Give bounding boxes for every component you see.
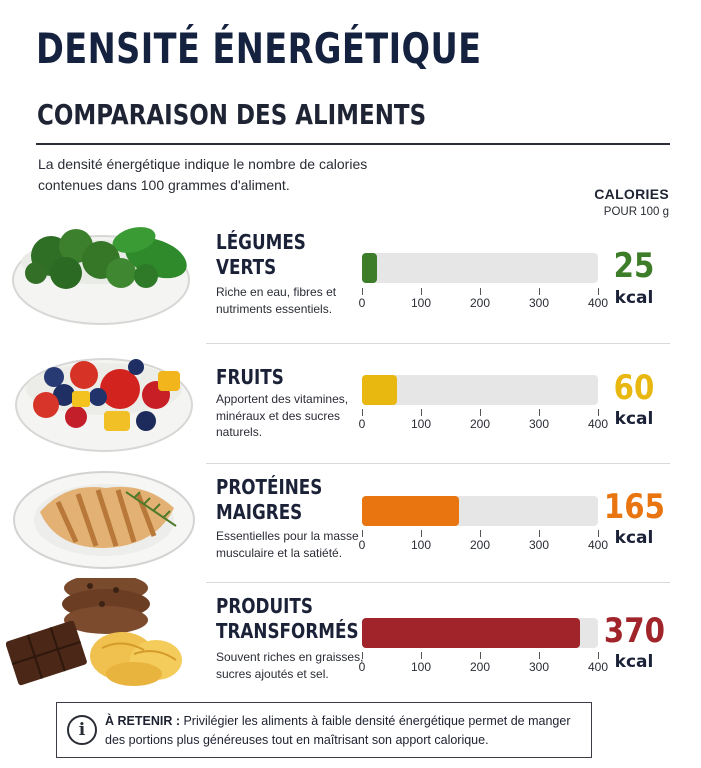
axis-tick <box>421 652 422 659</box>
title-divider <box>36 143 670 145</box>
takeaway-text: À RETENIR : Privilégier les aliments à f… <box>105 712 585 750</box>
calories-column-header: CALORIES POUR 100 g <box>594 186 669 218</box>
axis-tick <box>362 409 363 416</box>
axis-tick <box>539 288 540 295</box>
category-name-line-2: VERTS <box>216 255 277 279</box>
category-name-line-1: PROTÉINES <box>216 475 323 499</box>
category-name-line-2: MAIGRES <box>216 500 303 524</box>
takeaway-body: Privilégier les aliments à faible densit… <box>105 714 571 747</box>
axis-tick-label: 200 <box>469 538 491 552</box>
calorie-bar <box>362 618 581 648</box>
category-description: Riche en eau, fibres et nutriments essen… <box>216 285 337 316</box>
axis-tick <box>362 530 363 537</box>
axis-tick-label: 200 <box>469 417 491 431</box>
page-subtitle: COMPARAISON DES ALIMENTS <box>37 98 427 131</box>
axis-tick <box>598 409 599 416</box>
axis-tick-label: 100 <box>410 296 432 310</box>
axis-tick-label: 400 <box>587 660 609 674</box>
axis-tick <box>480 652 481 659</box>
calorie-value: 60 <box>613 368 655 408</box>
bar-track <box>362 496 598 526</box>
page-title: DENSITÉ ÉNERGÉTIQUE <box>36 24 482 73</box>
calorie-value: 165 <box>603 487 665 527</box>
calorie-unit: kcal <box>614 652 654 672</box>
chicken-plate-image <box>13 471 195 569</box>
intro-text: La densité énergétique indique le nombre… <box>38 156 368 193</box>
food-image <box>6 218 198 328</box>
axis-tick-label: 200 <box>469 660 491 674</box>
axis-tick-label: 300 <box>528 660 550 674</box>
calorie-bar <box>362 253 377 283</box>
category-description: Souvent riches en graisses, sucres ajout… <box>216 650 364 681</box>
axis-tick <box>362 288 363 295</box>
calorie-unit: kcal <box>614 409 654 429</box>
food-image <box>5 574 198 688</box>
takeaway-box: i À RETENIR : Privilégier les aliments à… <box>56 702 592 758</box>
category-name: PROTÉINES MAIGRES <box>216 475 322 525</box>
calories-label: CALORIES <box>594 186 669 202</box>
axis-tick-label: 200 <box>469 296 491 310</box>
axis-tick-label: 400 <box>587 296 609 310</box>
bar-track <box>362 375 598 405</box>
category-name: FRUITS <box>216 365 284 389</box>
calorie-bar <box>362 375 398 405</box>
info-icon: i <box>67 715 97 745</box>
per-100g-label: POUR 100 g <box>603 206 669 218</box>
category-name-line-1: PRODUITS <box>216 594 313 618</box>
processed-foods-image <box>5 574 182 686</box>
axis-tick-label: 0 <box>358 538 366 552</box>
axis-tick-label: 400 <box>587 538 609 552</box>
row-divider <box>206 582 670 583</box>
category-name: PRODUITS TRANSFORMÉS <box>216 594 359 644</box>
category-description: Apportent des vitamines, minéraux et des… <box>216 392 349 439</box>
axis-tick <box>480 288 481 295</box>
food-image <box>6 343 198 453</box>
calorie-unit: kcal <box>614 288 654 308</box>
fruit-bowl-image <box>15 358 193 452</box>
category-name-line-1: LÉGUMES <box>216 230 306 254</box>
axis-tick-label: 300 <box>528 296 550 310</box>
row-divider <box>206 343 670 344</box>
axis-tick <box>421 409 422 416</box>
axis-tick <box>598 530 599 537</box>
calorie-value: 25 <box>613 246 655 286</box>
axis-tick <box>480 409 481 416</box>
axis-tick <box>539 530 540 537</box>
axis-tick-label: 100 <box>410 417 432 431</box>
broccoli-bowl-image <box>12 227 190 325</box>
takeaway-label: À RETENIR : <box>105 714 180 728</box>
axis-tick <box>362 652 363 659</box>
axis-tick-label: 100 <box>410 660 432 674</box>
axis-tick-label: 0 <box>358 660 366 674</box>
axis-tick-label: 0 <box>358 417 366 431</box>
category-name: LÉGUMES VERTS <box>216 230 342 280</box>
calorie-value: 370 <box>603 611 665 651</box>
axis-tick <box>539 409 540 416</box>
calorie-bar <box>362 496 460 526</box>
category-name-line-2: TRANSFORMÉS <box>216 619 359 643</box>
category-description: Essentielles pour la masse musculaire et… <box>216 529 359 560</box>
food-image <box>6 462 198 572</box>
axis-tick <box>480 530 481 537</box>
bar-track <box>362 618 598 648</box>
axis-tick-label: 300 <box>528 538 550 552</box>
axis-tick <box>539 652 540 659</box>
axis-tick-label: 0 <box>358 296 366 310</box>
axis-tick <box>598 652 599 659</box>
axis-tick <box>598 288 599 295</box>
axis-tick-label: 300 <box>528 417 550 431</box>
bar-track <box>362 253 598 283</box>
row-divider <box>206 463 670 464</box>
calorie-unit: kcal <box>614 528 654 548</box>
axis-tick <box>421 530 422 537</box>
axis-tick <box>421 288 422 295</box>
axis-tick-label: 400 <box>587 417 609 431</box>
axis-tick-label: 100 <box>410 538 432 552</box>
